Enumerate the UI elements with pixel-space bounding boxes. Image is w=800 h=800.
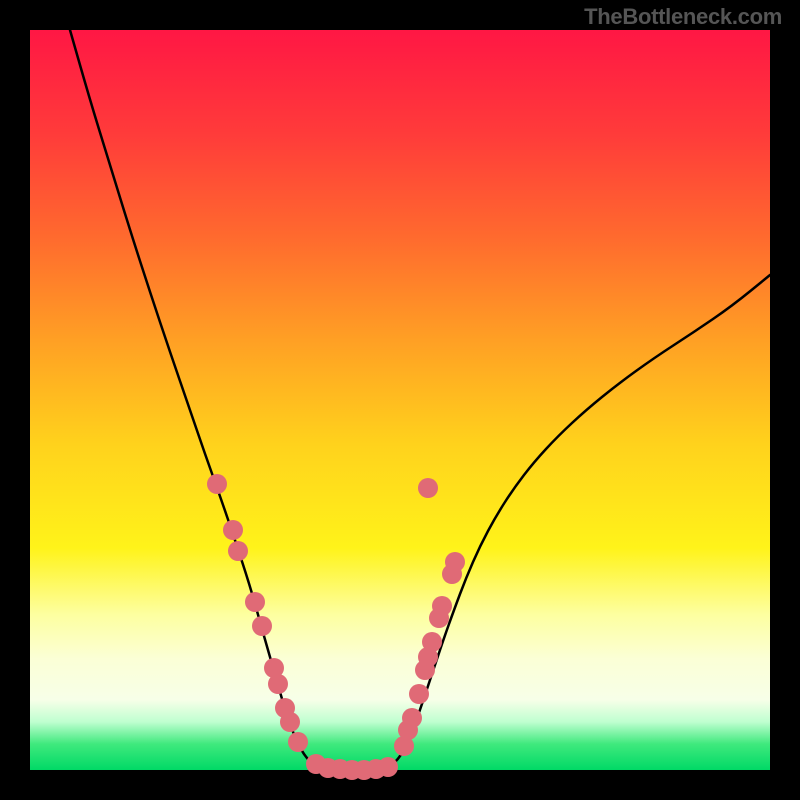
chart-container: TheBottleneck.com bbox=[0, 0, 800, 800]
data-marker bbox=[445, 552, 465, 572]
watermark-text: TheBottleneck.com bbox=[584, 4, 782, 30]
data-marker bbox=[432, 596, 452, 616]
data-marker bbox=[378, 757, 398, 777]
data-marker bbox=[228, 541, 248, 561]
data-marker bbox=[252, 616, 272, 636]
data-marker bbox=[402, 708, 422, 728]
data-marker bbox=[418, 478, 438, 498]
bottleneck-chart bbox=[0, 0, 800, 800]
data-marker bbox=[223, 520, 243, 540]
data-marker bbox=[288, 732, 308, 752]
data-marker bbox=[268, 674, 288, 694]
gradient-background bbox=[30, 30, 770, 770]
data-marker bbox=[280, 712, 300, 732]
data-marker bbox=[409, 684, 429, 704]
data-marker bbox=[207, 474, 227, 494]
data-marker bbox=[422, 632, 442, 652]
data-marker bbox=[245, 592, 265, 612]
